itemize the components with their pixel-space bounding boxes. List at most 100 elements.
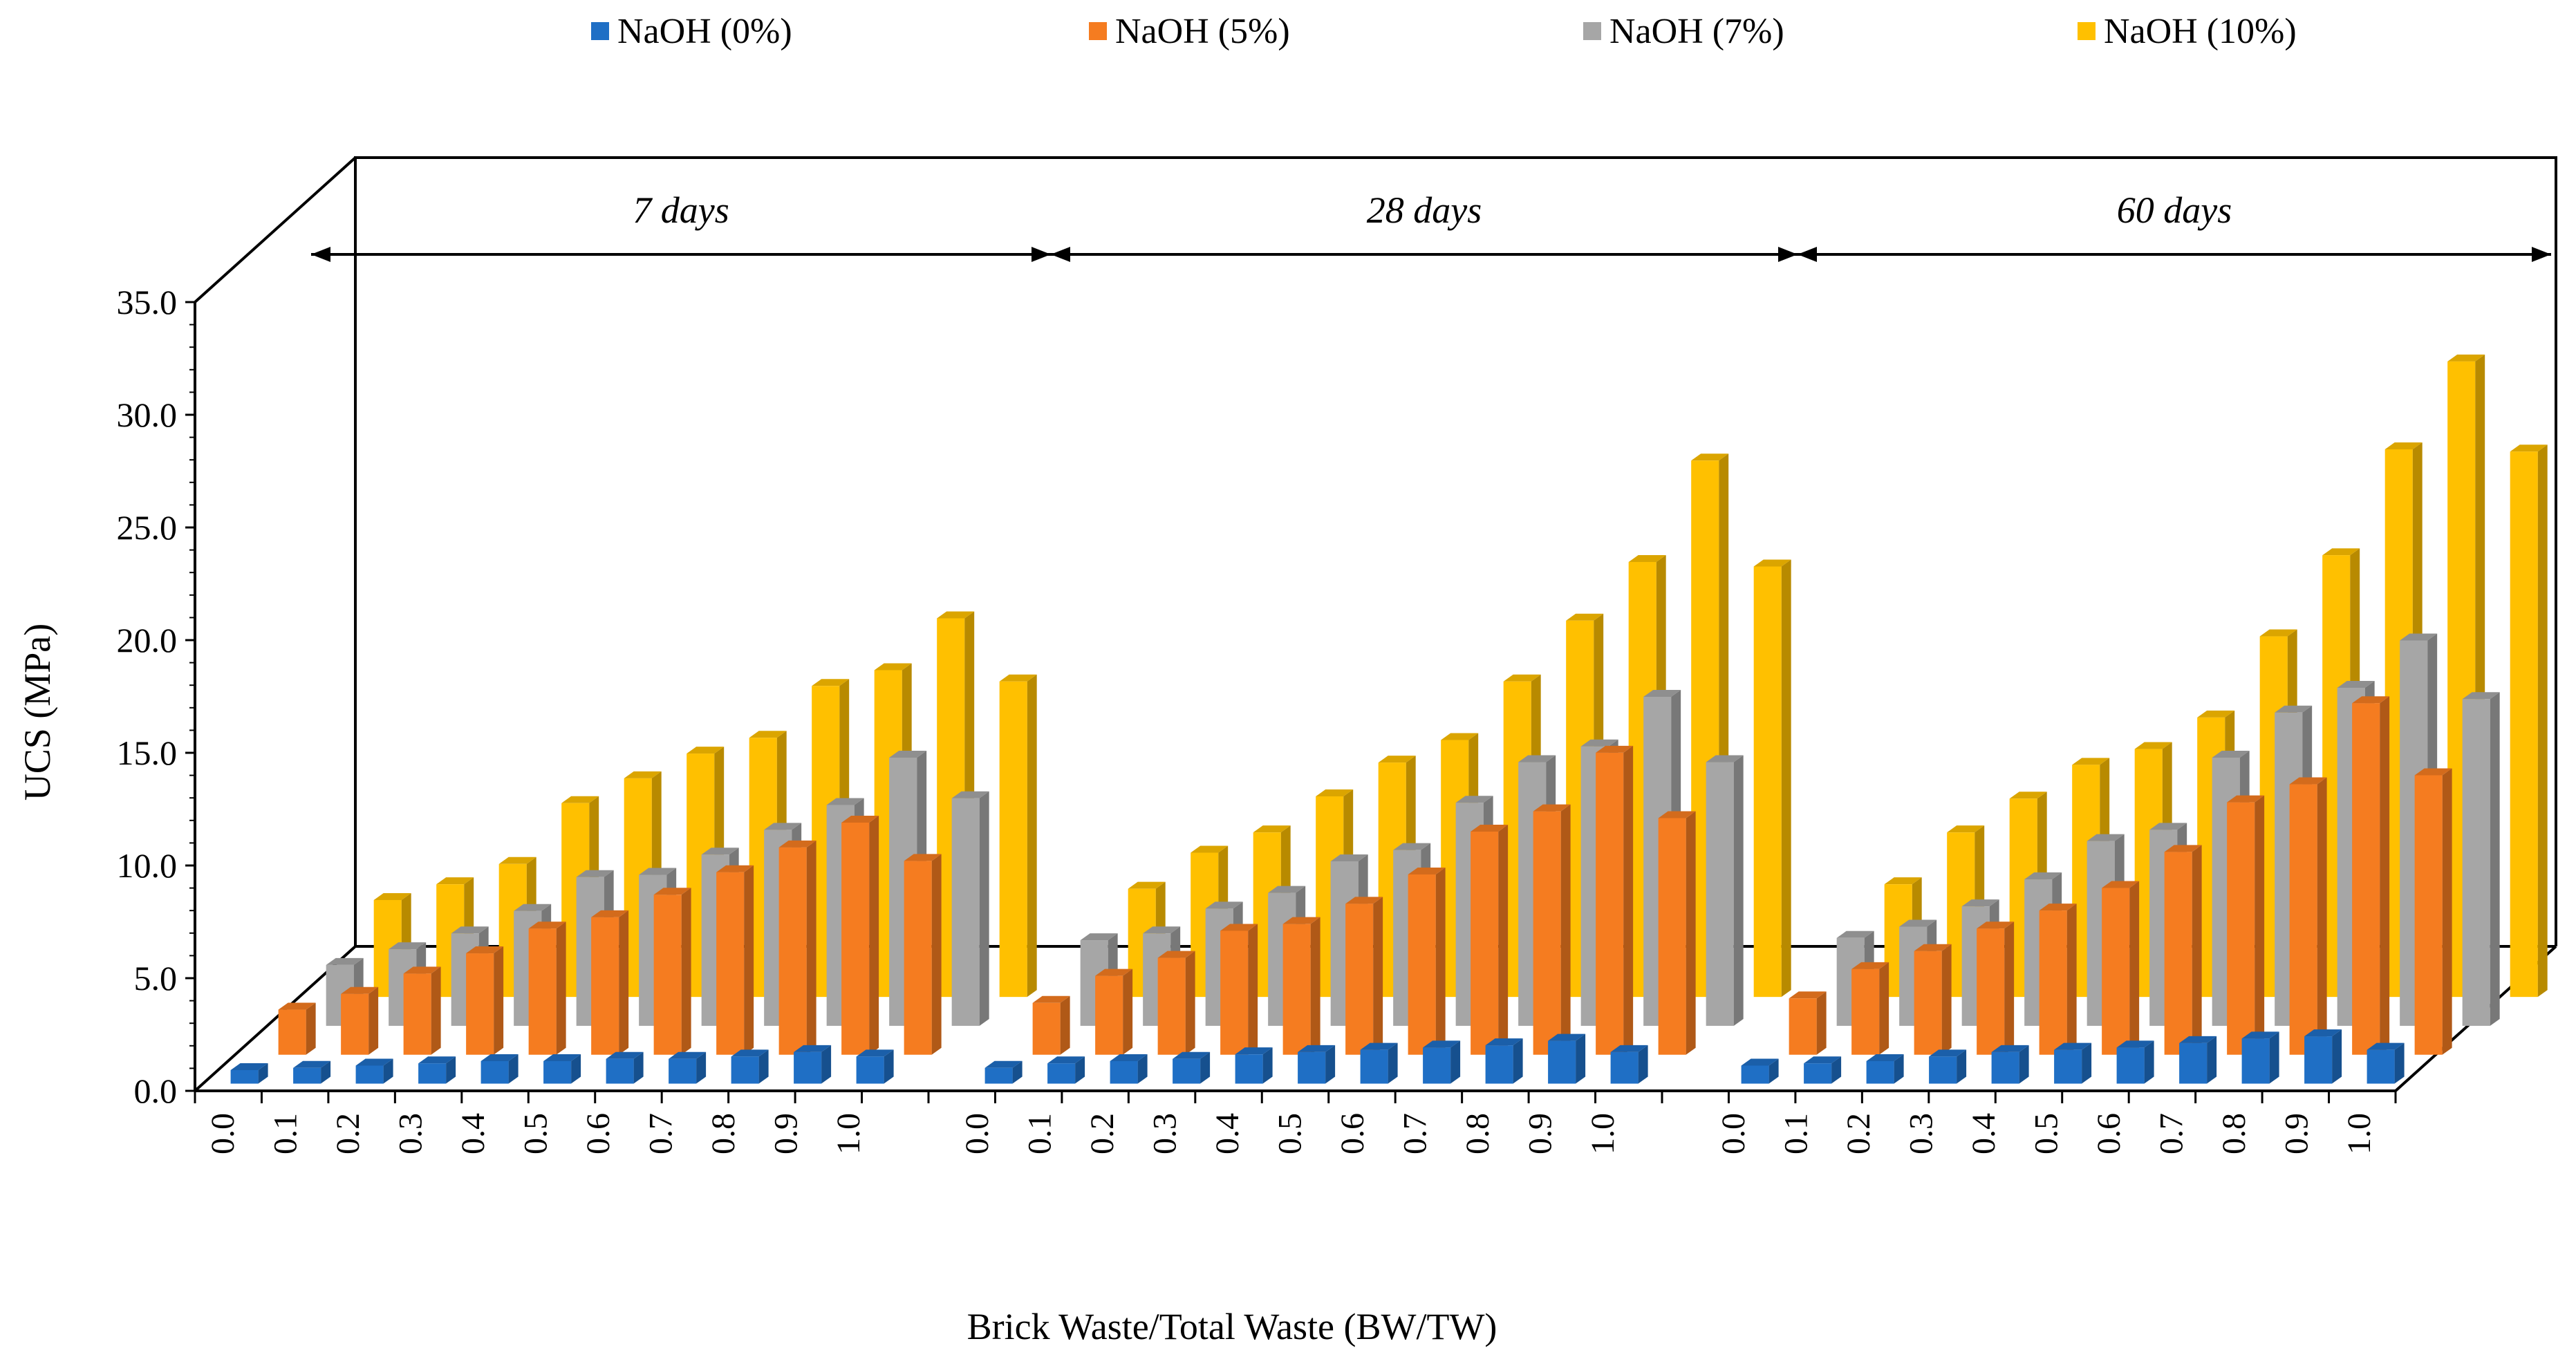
bar-top <box>2009 792 2047 799</box>
bar-top <box>841 815 879 823</box>
bar-top <box>1220 924 1258 931</box>
bar-top <box>1157 951 1195 958</box>
bar-front <box>355 1065 384 1084</box>
bar-side <box>931 854 942 1055</box>
bar-top <box>1423 1040 1461 1048</box>
bar-side <box>2207 1036 2217 1084</box>
x-tick-label: 0.0 <box>959 1113 996 1154</box>
bar <box>841 815 879 1055</box>
bar-top <box>904 854 942 861</box>
bar <box>856 1049 894 1084</box>
bar <box>1991 1045 2029 1084</box>
bar-side <box>2004 921 2015 1055</box>
bar <box>1032 995 1070 1055</box>
bar <box>1866 1054 1904 1084</box>
bar-front <box>1220 930 1249 1055</box>
bar-top <box>937 611 975 619</box>
bar-front <box>1991 1051 2019 1084</box>
bar <box>1360 1042 1398 1084</box>
bar-side <box>556 921 566 1055</box>
bar <box>278 1002 316 1055</box>
bar-top <box>856 1049 894 1057</box>
bar-top <box>749 731 787 738</box>
bar-front <box>1282 924 1311 1055</box>
bar-top <box>1128 881 1166 889</box>
x-tick-label: 0.4 <box>1966 1113 2002 1154</box>
bar-front <box>1485 1045 1513 1084</box>
bar-top <box>2510 444 2548 452</box>
x-tick-label: 0.9 <box>768 1113 805 1154</box>
bar-top <box>278 1002 316 1010</box>
bar-front <box>1471 832 1499 1055</box>
x-tick-label: 0.3 <box>1147 1113 1184 1154</box>
bar-side <box>2144 1040 2154 1084</box>
bar-top <box>230 1063 268 1070</box>
bar-front <box>999 681 1027 998</box>
legend-item: NaOH (10%) <box>2078 12 2297 51</box>
bar-top <box>826 798 864 805</box>
bar-top <box>2462 692 2500 700</box>
bar-side <box>2317 777 2327 1055</box>
bar-front <box>2039 910 2067 1055</box>
bar <box>543 1054 581 1084</box>
legend-label: NaOH (10%) <box>2104 12 2297 51</box>
bar-top <box>2054 1042 2092 1050</box>
bar-side <box>619 910 629 1055</box>
bar-top <box>1929 1049 1967 1057</box>
bar-front <box>1851 968 1880 1055</box>
bar <box>904 854 942 1055</box>
x-tick-label: 0.0 <box>1715 1113 1752 1154</box>
bar-top <box>1836 930 1874 938</box>
bar-side <box>1513 1038 1523 1084</box>
bar-top <box>2024 872 2062 880</box>
bar-top <box>1947 825 1985 833</box>
x-tick-label: 0.7 <box>1397 1113 1434 1154</box>
bar-top <box>480 1054 519 1061</box>
group-arrow-head-left <box>311 247 330 262</box>
bar-top <box>1110 1054 1148 1061</box>
bar-front <box>2164 852 2192 1055</box>
bar-top <box>624 771 662 778</box>
bar-front <box>653 895 682 1055</box>
bar-front <box>1789 998 1817 1055</box>
bar-side <box>2019 1045 2029 1084</box>
bar-side <box>2066 904 2077 1055</box>
bar-front <box>1596 752 1624 1055</box>
bar-front <box>716 872 745 1055</box>
bar <box>1533 804 1571 1055</box>
bar-front <box>2054 1049 2082 1084</box>
bar-top <box>1580 739 1618 747</box>
group-arrow-head-right <box>1778 247 1798 262</box>
bar-side <box>258 1063 268 1084</box>
bar-front <box>1423 1047 1451 1084</box>
bar <box>984 1060 1023 1084</box>
bar-front <box>528 928 557 1055</box>
bar <box>341 986 379 1055</box>
bar-front <box>1977 928 2005 1055</box>
y-tick-label: 15.0 <box>117 733 178 772</box>
x-axis-title: Brick Waste/Total Waste (BW/TW) <box>967 1306 1497 1347</box>
bar-top <box>2275 705 2313 713</box>
bar-front <box>1533 811 1561 1055</box>
x-tick-label: 0.3 <box>393 1113 429 1154</box>
bar-side <box>1638 1045 1648 1084</box>
bar-side <box>1388 1042 1398 1084</box>
bar-top <box>653 888 691 895</box>
x-tick-label: 0.9 <box>1522 1113 1559 1154</box>
bar-top <box>2134 742 2172 749</box>
x-tick-label: 1.0 <box>830 1113 867 1154</box>
bar <box>951 791 989 1026</box>
bar <box>1753 559 1791 998</box>
bar-side <box>1123 968 1133 1055</box>
bar-side <box>681 888 691 1055</box>
bar-top <box>2289 777 2327 785</box>
bar <box>1423 1040 1461 1084</box>
bar <box>1298 1045 1336 1084</box>
bar-side <box>571 1054 581 1084</box>
bar-top <box>1235 1047 1273 1055</box>
bar-top <box>2384 442 2423 449</box>
bar <box>2102 881 2140 1055</box>
x-tick-label: 0.9 <box>2279 1113 2315 1154</box>
bar-front <box>1360 1049 1388 1084</box>
